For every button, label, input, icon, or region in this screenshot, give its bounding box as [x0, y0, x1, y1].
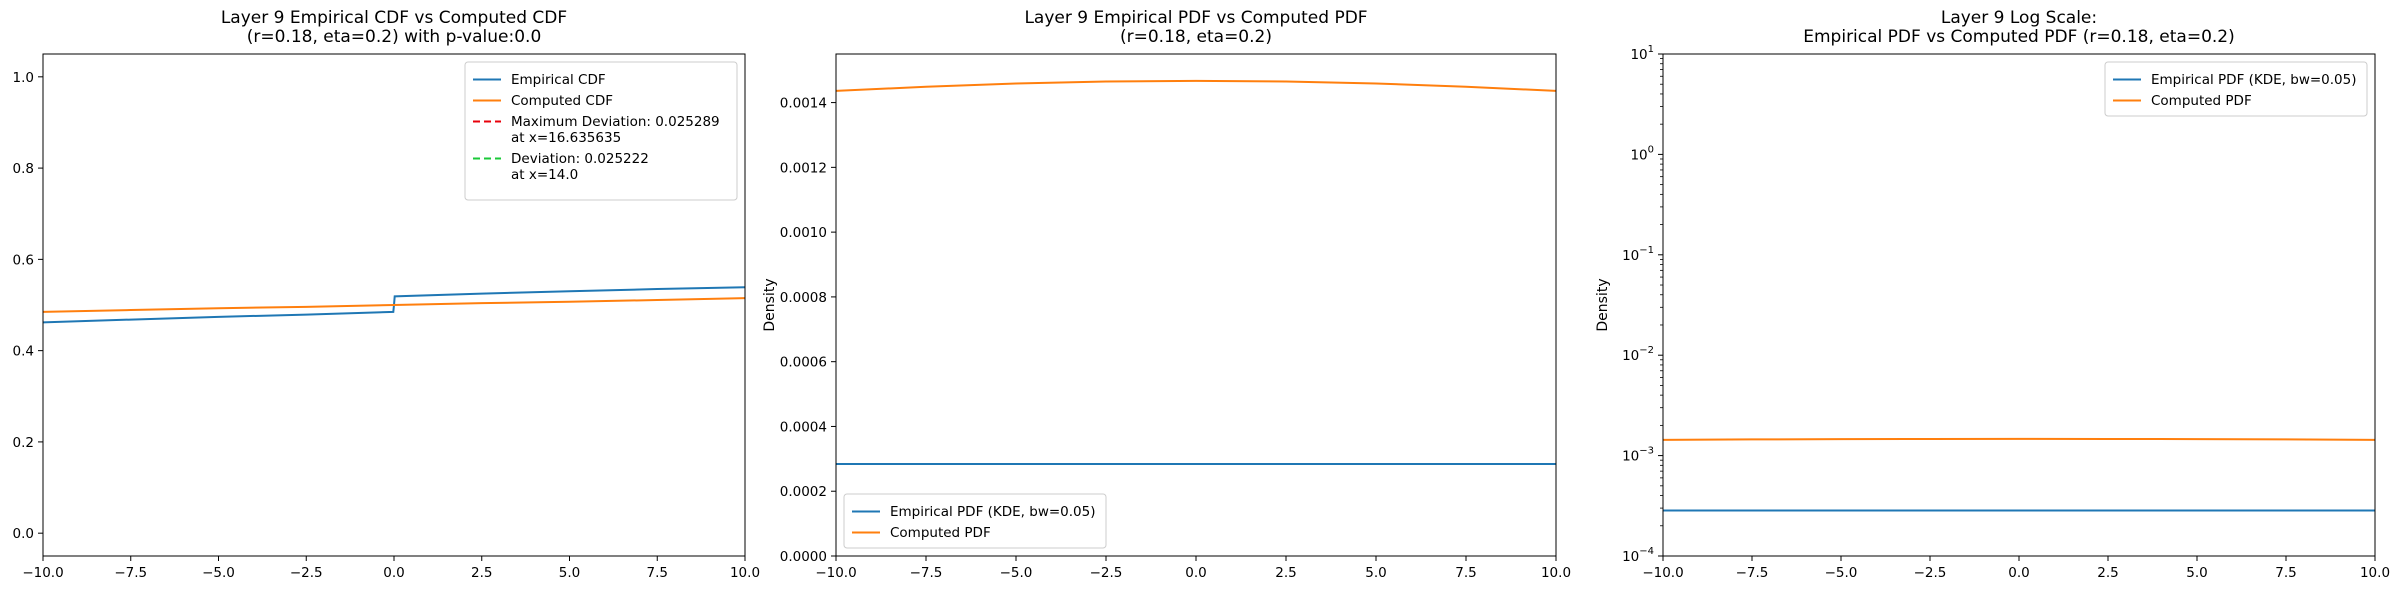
legend: Empirical CDF Computed CDF Maximum Deviati… [464, 61, 738, 201]
y-tick-label: 10−2 [1622, 345, 1654, 364]
x-tick-label: −5.0 [1825, 565, 1858, 581]
x-tick-label: −7.5 [1736, 565, 1769, 581]
y-tick-label: 1.0 [13, 70, 34, 86]
y-tick-label: 0.0008 [780, 290, 827, 306]
legend-label: at x=14.0 [511, 167, 578, 183]
y-axis-label: Density [1595, 278, 1611, 331]
x-tick-label: 5.0 [1365, 565, 1386, 581]
plot-frame [1662, 53, 2376, 557]
y-tick-label: 10−4 [1622, 546, 1654, 565]
chart-title-line: Empirical PDF vs Computed PDF (r=0.18, e… [1803, 27, 2234, 47]
y-tick-label: 0.6 [13, 252, 34, 268]
x-tick-label: 7.5 [647, 565, 668, 581]
x-tick-label: −2.5 [1914, 565, 1947, 581]
x-tick-label: −2.5 [1090, 565, 1123, 581]
pdf-comparison-panel: −10.0 −7.5 −5.0 −2.5 0.0 2.5 5.0 7.5 10.0 0.0000 0… [762, 8, 1571, 581]
x-tick-label: 7.5 [1455, 565, 1476, 581]
legend-label: Deviation: 0.025222 [511, 151, 649, 167]
y-tick-label: 0.0002 [780, 484, 827, 500]
chart-title-line: Layer 9 Empirical PDF vs Computed PDF [1024, 8, 1367, 28]
x-tick-label: 2.5 [1275, 565, 1296, 581]
y-tick-label: 0.0004 [780, 419, 827, 435]
chart-title-line: Layer 9 Empirical CDF vs Computed CDF [221, 8, 567, 28]
x-tick-label: −10.0 [22, 565, 63, 581]
chart-title-line: Layer 9 Log Scale: [1941, 8, 2097, 28]
y-tick-label: 0.4 [13, 344, 34, 360]
x-tick-label: 2.5 [2097, 565, 2118, 581]
x-tick-label: −10.0 [815, 565, 856, 581]
y-tick-label: 0.2 [13, 435, 34, 451]
x-tick-label: 5.0 [559, 565, 580, 581]
series-line-1 [43, 297, 745, 313]
legend-label: Computed PDF [2151, 93, 2252, 109]
legend-box [2104, 61, 2368, 117]
legend: Empirical PDF (KDE, bw=0.05) Computed PDF [2104, 61, 2368, 117]
x-tick-label: −7.5 [114, 565, 147, 581]
y-tick-label: 0.0006 [780, 355, 827, 371]
y-tick-label: 0.8 [13, 161, 34, 177]
y-tick-label: 101 [1630, 44, 1654, 63]
x-tick-label: −10.0 [1642, 565, 1683, 581]
x-tick-label: 5.0 [2186, 565, 2207, 581]
y-tick-label: 100 [1630, 144, 1654, 163]
series-line-1 [1663, 437, 2375, 441]
x-tick-label: 10.0 [730, 565, 760, 581]
x-tick-label: −5.0 [1000, 565, 1033, 581]
y-tick-label: 0.0000 [780, 549, 827, 565]
legend: Empirical PDF (KDE, bw=0.05) Computed PDF [843, 493, 1107, 549]
x-tick-label: 10.0 [1541, 565, 1571, 581]
legend-label: Maximum Deviation: 0.025289 [511, 114, 720, 130]
y-tick-label: 0.0010 [780, 225, 827, 241]
legend-label: Computed CDF [511, 93, 613, 109]
x-tick-label: 0.0 [1185, 565, 1206, 581]
x-tick-label: 0.0 [383, 565, 404, 581]
x-tick-label: 10.0 [2360, 565, 2390, 581]
legend-label: Empirical CDF [511, 72, 606, 88]
y-tick-label: 0.0012 [780, 160, 827, 176]
legend-label: at x=16.635635 [511, 130, 621, 146]
legend-label: Computed PDF [890, 525, 991, 541]
y-tick-label: 0.0014 [780, 96, 827, 112]
legend-label: Empirical PDF (KDE, bw=0.05) [890, 504, 1096, 520]
legend-box [464, 61, 738, 201]
y-tick-label: 10−3 [1622, 446, 1654, 465]
cdf-comparison-panel: −10.0 −7.5 −5.0 −2.5 0.0 2.5 5.0 7.5 10.0 0.0 0.2 0… [13, 8, 761, 581]
x-tick-label: −7.5 [910, 565, 943, 581]
plot-frame [835, 53, 1557, 557]
chart-title-line: (r=0.18, eta=0.2) with p-value:0.0 [247, 27, 542, 47]
log-pdf-comparison-panel: −10.0 −7.5 −5.0 −2.5 0.0 2.5 5.0 7.5 10.0 10−4 10−… [1595, 8, 2390, 581]
series-line-1 [836, 79, 1556, 92]
y-axis-label: Density [762, 278, 778, 331]
y-tick-label: 10−1 [1622, 245, 1654, 264]
legend-label: Empirical PDF (KDE, bw=0.05) [2151, 72, 2357, 88]
x-tick-label: 0.0 [2008, 565, 2029, 581]
x-tick-label: −5.0 [202, 565, 235, 581]
x-tick-label: −2.5 [290, 565, 323, 581]
x-tick-label: 7.5 [2275, 565, 2296, 581]
legend-box [843, 493, 1107, 549]
chart-title-line: (r=0.18, eta=0.2) [1120, 27, 1272, 47]
y-tick-label: 0.0 [13, 526, 34, 542]
x-tick-label: 2.5 [471, 565, 492, 581]
